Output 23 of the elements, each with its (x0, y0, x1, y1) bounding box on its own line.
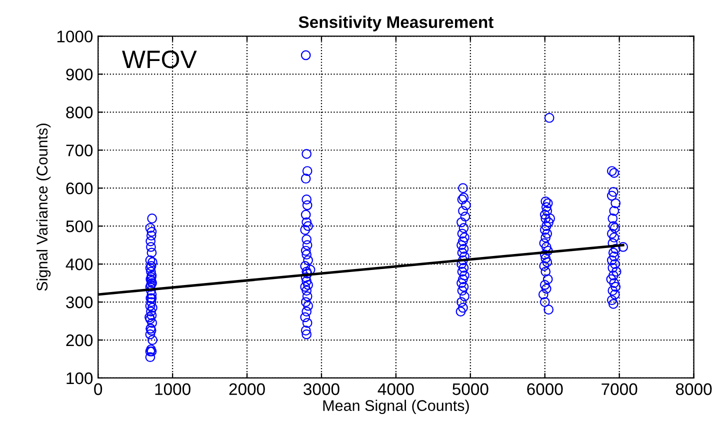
y-tick-label: 800 (66, 106, 93, 118)
chart-title: Sensitivity Measurement (298, 16, 494, 32)
x-tick-label: 2000 (229, 383, 265, 396)
x-tick-label: 8000 (676, 383, 712, 396)
x-tick-label: 4000 (378, 383, 414, 396)
x-axis-title: Mean Signal (Counts) (323, 400, 469, 414)
y-tick-label: 500 (66, 220, 93, 232)
y-tick-label: 700 (66, 144, 93, 156)
y-tick-label: 600 (66, 182, 93, 194)
y-tick-label: 100 (66, 372, 93, 384)
y-tick-label: 200 (66, 334, 93, 346)
y-tick-label: 1000 (57, 30, 93, 42)
x-tick-label: 1000 (155, 383, 190, 396)
x-tick-label: 7000 (602, 383, 638, 396)
x-tick-label: 6000 (527, 383, 563, 396)
y-tick-label: 900 (66, 68, 93, 80)
x-tick-label: 5000 (452, 383, 488, 396)
x-tick-label: 3000 (304, 383, 340, 396)
y-axis-title: Signal Variance (Counts) (36, 124, 51, 291)
y-tick-label: 300 (66, 296, 93, 308)
annotation: WFOV (122, 50, 197, 68)
x-tick-label: 0 (94, 383, 102, 396)
y-tick-label: 400 (66, 258, 93, 270)
